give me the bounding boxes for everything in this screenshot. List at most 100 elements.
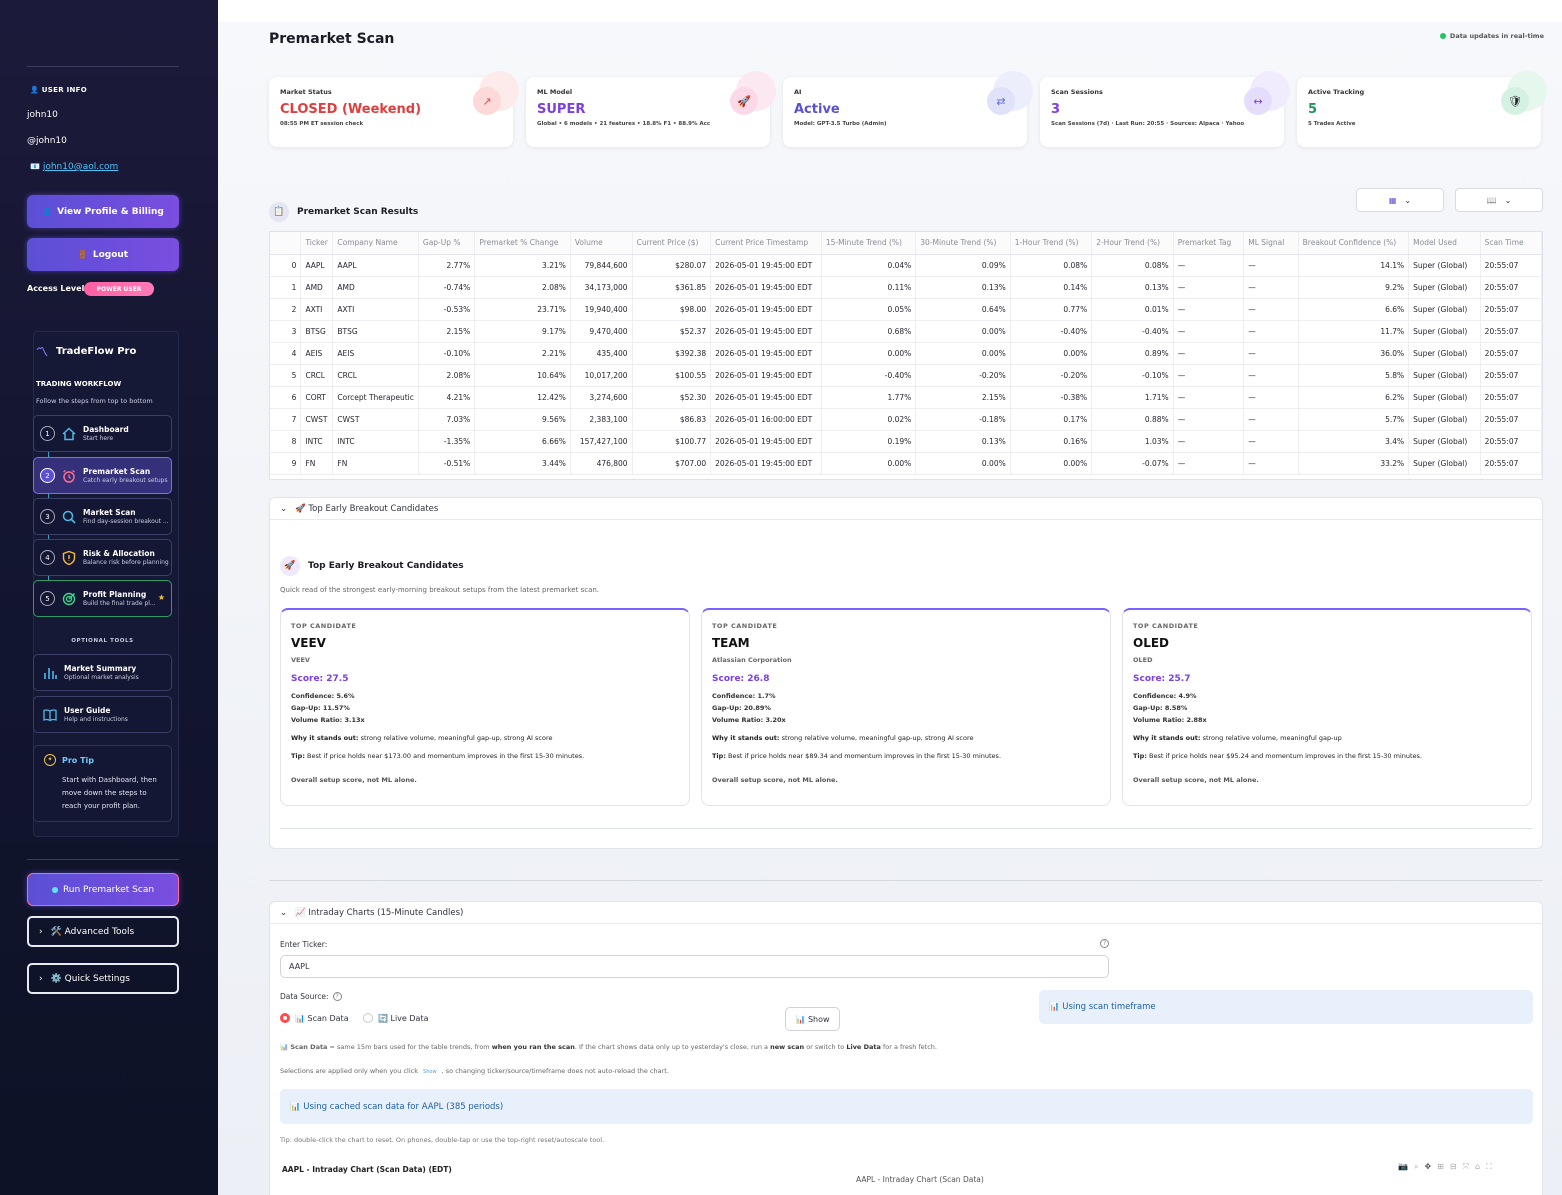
table-cell: 0.13% (915, 276, 1011, 299)
breakout-expander-header[interactable]: ⌄ 🚀 Top Early Breakout Candidates (270, 498, 1542, 520)
show-chart-button[interactable]: 📊 Show (785, 1007, 840, 1031)
column-header[interactable]: Scan Time (1480, 232, 1542, 255)
table-cell: 1.03% (1091, 430, 1174, 453)
workflow-step-profit-planning[interactable]: 5 Profit Planning Build the final trade p… (33, 580, 172, 617)
intraday-expander-header[interactable]: ⌄ 📈 Intraday Charts (15-Minute Candles) (270, 902, 1542, 924)
table-row[interactable]: 1 AMD AMD -0.74% 2.08% 34,173,000 $361.85 2026-… (270, 276, 1542, 299)
column-header[interactable]: Breakout Confidence (%) (1298, 232, 1410, 255)
advanced-tools-expander[interactable]: › 🛠️ Advanced Tools (27, 916, 179, 947)
card-value: 3 (1051, 102, 1061, 117)
card-value: CLOSED (Weekend) (280, 102, 422, 117)
table-cell: 157,427,100 (570, 430, 633, 453)
column-header[interactable]: Current Price ($) (632, 232, 712, 255)
candidate-name: Atlassian Corporation (712, 656, 792, 664)
autoscale-icon[interactable]: ⤧ (1462, 1162, 1469, 1171)
radio-live-data[interactable]: 🔄 Live Data (363, 1013, 428, 1023)
step-number: 5 (40, 591, 55, 606)
candidate-confidence: Confidence: 1.7% (712, 692, 776, 700)
workflow-step-dashboard[interactable]: 1 Dashboard Start here (33, 415, 172, 452)
workflow-step-risk-allocation[interactable]: 4 Risk & Allocation Balance risk before p… (33, 539, 172, 576)
ticker-input[interactable]: AAPL (280, 955, 1109, 978)
candidate-tip: Tip: Best if price holds near $173.00 an… (291, 752, 585, 760)
column-header[interactable]: 1-Hour Trend (%) (1010, 232, 1093, 255)
tool-market-summary[interactable]: Market Summary Optional market analysis (33, 654, 172, 691)
table-cell: 2.77% (418, 254, 476, 277)
column-header[interactable]: Ticker (300, 232, 334, 255)
column-header[interactable]: Volume (570, 232, 633, 255)
grid-view-dropdown[interactable]: ▦ ⌄ (1356, 188, 1444, 212)
results-table[interactable]: Ticker Company Name Gap-Up % Premarket % Ch… (269, 231, 1543, 480)
table-cell: -1.35% (418, 430, 476, 453)
table-cell: -0.10% (418, 342, 476, 365)
chart-header: AAPL - Intraday Chart (Scan Data) (EDT) (282, 1165, 452, 1174)
table-cell: 0.00% (821, 452, 917, 475)
column-header[interactable]: 30-Minute Trend (%) (915, 232, 1011, 255)
candidate-tag: TOP CANDIDATE (1133, 622, 1199, 630)
dot-icon (51, 886, 58, 893)
home-icon[interactable]: ⌂ (1474, 1162, 1481, 1171)
candidate-score: Score: 27.5 (291, 674, 349, 684)
table-row[interactable]: 9 FN FN -0.51% 3.44% 476,800 $707.00 2026-05-01… (270, 452, 1542, 475)
tool-user-guide[interactable]: User Guide Help and instructions (33, 696, 172, 733)
results-data-table[interactable]: Ticker Company Name Gap-Up % Premarket % Ch… (270, 232, 1542, 475)
table-cell: — (1173, 430, 1245, 453)
table-row[interactable]: 3 BTSG BTSG 2.15% 9.17% 9,470,400 $52.37 2026-0… (270, 320, 1542, 343)
help-icon[interactable]: ? (1100, 939, 1109, 948)
fullscreen-icon[interactable]: ⛶ (1486, 1162, 1492, 1171)
camera-icon[interactable]: 📷 (1398, 1162, 1408, 1171)
workflow-step-market-scan[interactable]: 3 Market Scan Find day-session breakout .… (33, 498, 172, 535)
column-header[interactable]: Company Name (332, 232, 419, 255)
candidate-volume: Volume Ratio: 3.20x (712, 716, 786, 724)
column-header[interactable]: Premarket % Change (474, 232, 571, 255)
step-connector (48, 452, 49, 458)
selection-note: Selections are applied only when you cli… (280, 1067, 669, 1075)
view-profile-button[interactable]: 👤 View Profile & Billing (27, 195, 179, 228)
radio-scan-data[interactable]: 📊 Scan Data (280, 1013, 349, 1023)
bar-chart-icon (44, 667, 57, 679)
table-row[interactable]: 8 INTC INTC -1.35% 6.66% 157,427,100 $100.77 20… (270, 430, 1542, 453)
table-row[interactable]: 7 CWST CWST 7.03% 9.56% 2,383,100 $86.83 2026-0… (270, 408, 1542, 431)
table-cell: $98.00 (632, 298, 712, 321)
table-cell: Super (Global) (1408, 408, 1481, 431)
logout-button[interactable]: 🚪 Logout (27, 238, 179, 271)
workflow-step-premarket-scan[interactable]: 2 Premarket Scan Catch early breakout set… (33, 457, 172, 494)
help-icon[interactable]: ? (332, 992, 342, 1001)
table-cell: 0.00% (1010, 342, 1093, 365)
step-subtitle: Start here (83, 434, 114, 442)
pan-icon[interactable]: ✥ (1424, 1162, 1432, 1171)
column-header[interactable]: Current Price Timestamp (710, 232, 822, 255)
chevron-down-icon: ⌄ (1404, 195, 1412, 205)
column-header[interactable] (270, 232, 302, 255)
column-header[interactable]: Gap-Up % (418, 232, 476, 255)
candidate-confidence: Confidence: 5.6% (291, 692, 355, 700)
candidate-score: Score: 25.7 (1133, 674, 1191, 684)
divider (269, 880, 1543, 881)
book-view-dropdown[interactable]: 📖 ⌄ (1455, 188, 1543, 212)
column-header[interactable]: ML Signal (1243, 232, 1299, 255)
table-row[interactable]: 0 AAPL AAPL 2.77% 3.21% 79,844,600 $280.07 2026… (270, 254, 1542, 277)
table-cell: 2.15% (418, 320, 476, 343)
quick-settings-expander[interactable]: › ⚙️ Quick Settings (27, 963, 179, 994)
table-row[interactable]: 2 AXTI AXTI -0.53% 23.71% 19,940,400 $98.00 202… (270, 298, 1542, 321)
table-cell: -0.40% (1010, 320, 1093, 343)
zoom-out-icon[interactable]: ⊟ (1449, 1162, 1457, 1171)
alarm-clock-icon (63, 469, 75, 483)
zoom-in-icon[interactable]: ⊞ (1437, 1162, 1444, 1171)
divider (280, 828, 1532, 829)
run-premarket-scan-button[interactable]: Run Premarket Scan (27, 873, 179, 906)
column-header[interactable]: 15-Minute Trend (%) (821, 232, 917, 255)
user-email-link[interactable]: john10@aol.com (42, 162, 119, 172)
timeframe-info-box: 📊 Using scan timeframe (1039, 990, 1533, 1024)
table-row[interactable]: 6 CORT Corcept Therapeutic 4.21% 12.42% 3,274… (270, 386, 1542, 409)
table-cell: 9 (270, 452, 302, 475)
table-row[interactable]: 5 CRCL CRCL 2.08% 10.64% 10,017,200 $100.55 202… (270, 364, 1542, 387)
table-cell: Super (Global) (1408, 452, 1481, 475)
zoom-icon[interactable]: ⌕ (1413, 1162, 1419, 1171)
column-header[interactable]: 2-Hour Trend (%) (1091, 232, 1174, 255)
step-number: 2 (40, 468, 55, 483)
column-header[interactable]: Premarket Tag (1173, 232, 1245, 255)
column-header[interactable]: Model Used (1408, 232, 1481, 255)
table-cell: FN (332, 452, 419, 475)
table-row[interactable]: 4 AEIS AEIS -0.10% 2.21% 435,400 $392.38 2026-0… (270, 342, 1542, 365)
table-cell: 20:55:07 (1480, 430, 1542, 453)
